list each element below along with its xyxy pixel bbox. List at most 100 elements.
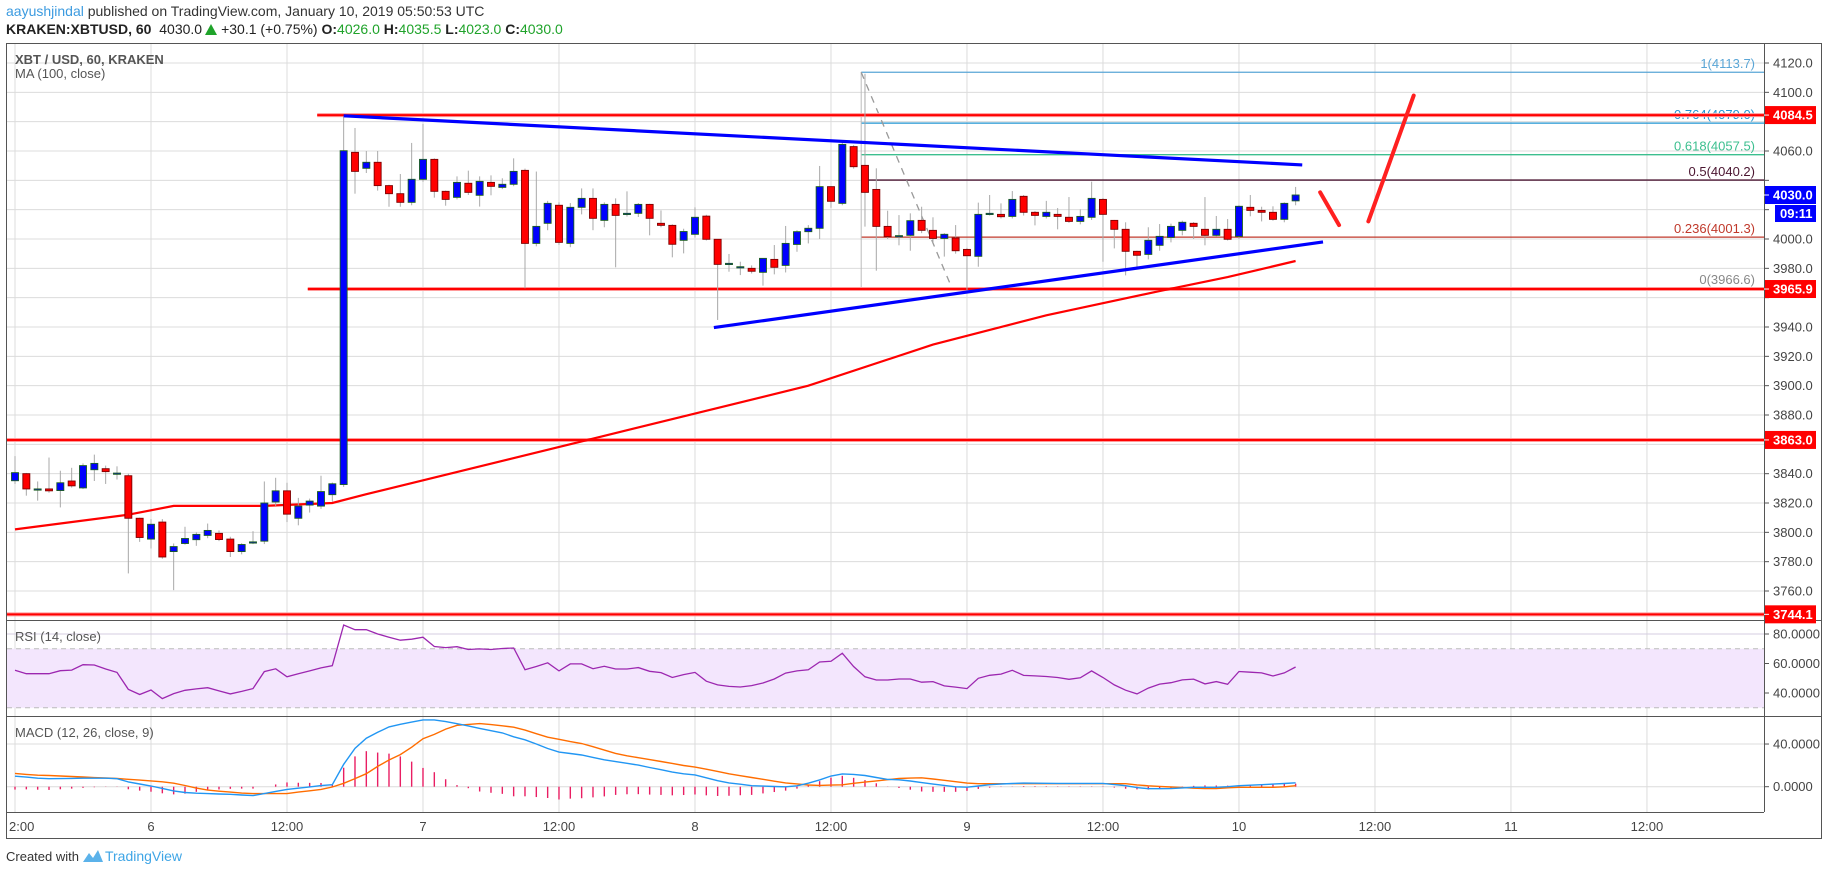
candle[interactable] (1031, 211, 1039, 226)
candle[interactable] (11, 456, 19, 484)
candle[interactable] (1291, 186, 1300, 206)
candle[interactable] (339, 115, 348, 487)
candle[interactable] (747, 265, 756, 274)
candle[interactable] (419, 124, 427, 182)
candle[interactable] (67, 467, 76, 488)
candle[interactable] (600, 202, 609, 228)
candle[interactable] (56, 470, 65, 508)
candle[interactable] (362, 151, 371, 174)
macd-pane[interactable] (14, 719, 1297, 800)
candle[interactable] (135, 517, 144, 542)
candle[interactable] (1087, 181, 1096, 220)
candle[interactable] (1076, 209, 1085, 225)
candle[interactable] (1269, 206, 1277, 221)
candle[interactable] (101, 465, 110, 484)
candle[interactable] (203, 523, 212, 539)
candle[interactable] (169, 543, 178, 591)
candle[interactable] (623, 191, 631, 217)
candle[interactable] (430, 158, 439, 198)
candle[interactable] (487, 175, 495, 196)
candle[interactable] (781, 225, 790, 273)
candle[interactable] (158, 519, 167, 559)
candle[interactable] (1155, 224, 1164, 251)
candle[interactable] (691, 207, 699, 238)
price-pane[interactable]: 1(4113.7)0.764(4079.0)0.618(4057.5)0.5(4… (7, 56, 1764, 617)
candle[interactable] (237, 543, 246, 555)
candle[interactable] (147, 519, 155, 549)
candle[interactable] (611, 198, 620, 268)
candle[interactable] (192, 532, 201, 546)
candle[interactable] (827, 186, 835, 208)
candle[interactable] (441, 190, 450, 206)
candle[interactable] (226, 536, 235, 557)
candle[interactable] (373, 151, 382, 191)
candle[interactable] (294, 497, 303, 526)
candle[interactable] (464, 170, 473, 196)
candle[interactable] (1212, 215, 1221, 237)
candle[interactable] (838, 140, 847, 206)
candle[interactable] (1235, 205, 1243, 240)
candle[interactable] (759, 257, 767, 286)
red-arrow-stroke[interactable] (1318, 190, 1342, 228)
candle[interactable] (215, 530, 223, 542)
candle[interactable] (702, 214, 711, 241)
candle[interactable] (532, 171, 541, 247)
candle[interactable] (906, 213, 915, 251)
candle[interactable] (509, 158, 518, 187)
candle[interactable] (90, 454, 99, 482)
candle[interactable] (861, 73, 869, 227)
candle[interactable] (577, 188, 586, 215)
candle[interactable] (770, 245, 779, 275)
candle[interactable] (1246, 195, 1255, 217)
candle[interactable] (260, 481, 269, 545)
candle[interactable] (305, 498, 314, 513)
candle[interactable] (1223, 219, 1232, 241)
candle[interactable] (555, 202, 563, 245)
rsi-line[interactable] (14, 624, 1296, 700)
candle[interactable] (1280, 202, 1289, 223)
candle[interactable] (181, 526, 189, 545)
candle[interactable] (249, 531, 257, 545)
candle[interactable] (1065, 197, 1073, 223)
candle[interactable] (1201, 197, 1209, 246)
candle[interactable] (407, 142, 416, 206)
candle[interactable] (1019, 195, 1028, 216)
candle[interactable] (1053, 208, 1062, 230)
trendline-ascending[interactable] (713, 240, 1324, 330)
tradingview-link[interactable]: TradingView (104, 848, 183, 864)
candle[interactable] (1110, 219, 1119, 249)
candle[interactable] (283, 482, 291, 523)
candle[interactable] (940, 233, 949, 257)
candle[interactable] (22, 472, 31, 496)
candle[interactable] (804, 225, 813, 244)
candle[interactable] (33, 481, 42, 501)
candle[interactable] (543, 200, 552, 231)
candle[interactable] (45, 457, 53, 493)
candle[interactable] (124, 473, 133, 574)
candle[interactable] (713, 238, 722, 320)
fib-trend-dashed-line[interactable] (860, 71, 953, 289)
candle[interactable] (679, 228, 688, 254)
ma-100-line[interactable] (14, 259, 1296, 531)
candle[interactable] (566, 203, 575, 248)
candle[interactable] (1099, 197, 1107, 262)
candle[interactable] (736, 261, 745, 276)
candle[interactable] (985, 195, 994, 216)
candle[interactable] (917, 206, 926, 234)
red-arrow-stroke[interactable] (1366, 93, 1416, 224)
candle[interactable] (951, 225, 960, 254)
candle[interactable] (974, 202, 983, 267)
candle[interactable] (328, 482, 337, 502)
candle[interactable] (929, 217, 937, 243)
candle[interactable] (883, 210, 892, 240)
candle[interactable] (1121, 222, 1130, 276)
candle[interactable] (475, 176, 484, 207)
candle[interactable] (589, 188, 597, 231)
candle[interactable] (895, 215, 903, 246)
candle[interactable] (1189, 222, 1198, 240)
candle[interactable] (271, 477, 280, 506)
axes[interactable]: 2:00 6 12:00 7 12:00 8 12:00 9 12:00 10 12:00 11 12:… (9, 56, 1820, 835)
candle[interactable] (815, 165, 824, 240)
candle[interactable] (1008, 191, 1017, 219)
candle[interactable] (453, 176, 461, 200)
